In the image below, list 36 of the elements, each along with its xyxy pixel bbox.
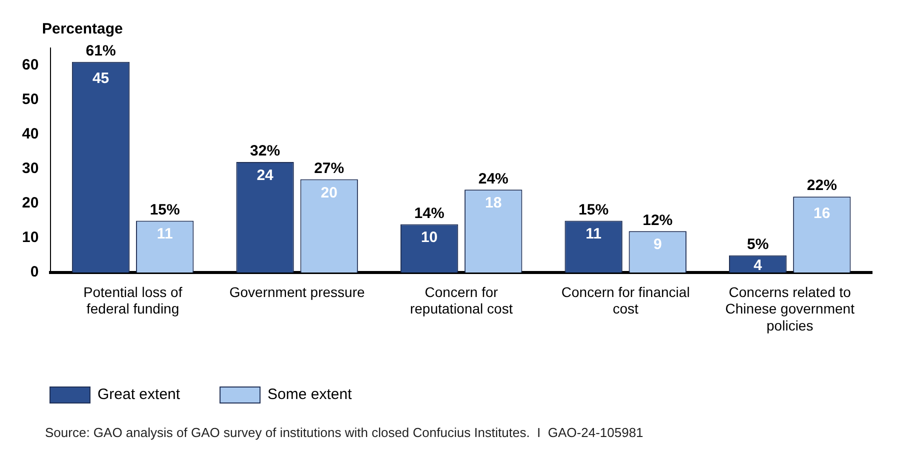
y-tick-label: 0 bbox=[30, 264, 39, 281]
data-label: 15% bbox=[578, 201, 609, 218]
annotation: 4 bbox=[754, 256, 763, 274]
annotation: 10 bbox=[420, 229, 438, 246]
y-tick-label: 20 bbox=[22, 194, 39, 212]
data-label: 12% bbox=[642, 212, 673, 229]
y-tick-label: 40 bbox=[22, 126, 39, 143]
annotation: 24 bbox=[256, 166, 274, 184]
x-tick-label: Concerns related to Chinese government policies bbox=[725, 284, 855, 334]
x-tick-label: Potential loss of federal funding bbox=[83, 284, 182, 317]
x-tick-label: Concern for financial cost bbox=[561, 284, 690, 317]
y-tick-label: 10 bbox=[22, 229, 39, 246]
annotation: 20 bbox=[320, 184, 338, 202]
y-tick-label: 50 bbox=[22, 90, 39, 108]
annotation: 18 bbox=[485, 194, 502, 212]
y-tick-label: 30 bbox=[22, 160, 39, 178]
x-tick-label: Government pressure bbox=[229, 284, 365, 300]
data-label: 32% bbox=[250, 142, 280, 160]
x-tick-label: Concern for reputational cost bbox=[410, 284, 513, 317]
annotation: 11 bbox=[586, 226, 602, 243]
data-label: 61% bbox=[86, 42, 116, 60]
data-label: 14% bbox=[414, 204, 444, 222]
y-axis-title: Percentage bbox=[42, 20, 123, 38]
data-label: 22% bbox=[806, 177, 837, 194]
legend-label: Great extent bbox=[98, 386, 181, 404]
annotation: 45 bbox=[92, 70, 110, 88]
data-label: 27% bbox=[314, 160, 344, 177]
data-label: 5% bbox=[746, 236, 769, 253]
source-note: Source: GAO analysis of GAO survey of institutions with closed Confucius Institutes. I GAO-24-105981 bbox=[45, 425, 644, 440]
annotation: 16 bbox=[814, 205, 830, 222]
annotation: 9 bbox=[653, 236, 662, 254]
legend-label: Some extent bbox=[268, 386, 353, 404]
data-label: 24% bbox=[478, 170, 508, 188]
annotation: 11 bbox=[156, 226, 173, 243]
data-label: 15% bbox=[150, 201, 180, 218]
y-tick-label: 60 bbox=[22, 56, 39, 74]
